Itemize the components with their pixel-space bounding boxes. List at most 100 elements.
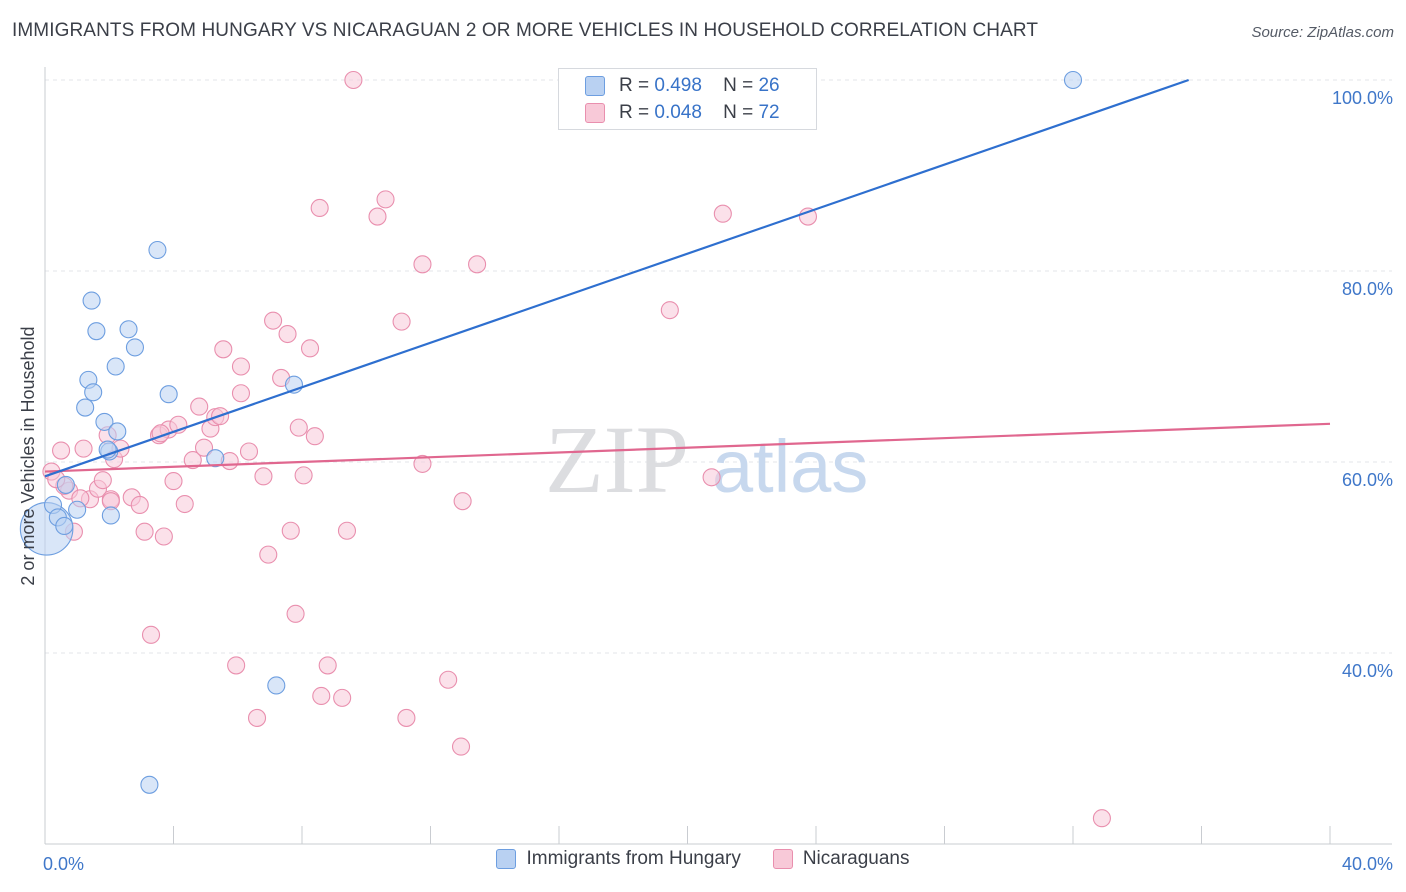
nicaraguans-point [135, 522, 154, 541]
hungary-point [106, 357, 125, 376]
chart-title: IMMIGRANTS FROM HUNGARY VS NICARAGUAN 2 … [12, 20, 1039, 41]
legend-r-value-hungary: 0.498 [654, 75, 702, 96]
nicaraguans-point [52, 441, 71, 460]
nicaraguans-point [702, 468, 721, 487]
hungary-point [140, 775, 159, 794]
x-tick-label: 40.0% [1342, 854, 1393, 874]
hungary-point [267, 676, 286, 695]
nicaraguans-point [183, 451, 202, 470]
legend-item-hungary[interactable]: Immigrants from Hungary [496, 848, 741, 870]
nicaraguans-point [281, 521, 300, 540]
nicaraguans-point [318, 656, 337, 675]
tick-labels: 100.0% 80.0% 60.0% 40.0% 0.0% 40.0% [43, 88, 1393, 874]
hungary-point [119, 320, 138, 339]
nicaraguans-point [231, 384, 251, 403]
legend-n-value-hungary: 26 [758, 75, 780, 96]
legend-n-value-nicaraguans: 72 [758, 102, 780, 123]
nicaraguans-point [286, 604, 305, 623]
y-tick-label: 40.0% [1342, 661, 1393, 681]
hungary-point [108, 422, 127, 441]
nicaraguans-point [289, 418, 308, 437]
legend-r-label: R = [619, 75, 650, 96]
legend-swatch-nicaraguans [772, 849, 793, 869]
hungary-point [56, 475, 75, 494]
nicaraguans-point [333, 688, 352, 707]
nicaraguans-point [259, 545, 278, 564]
hungary-point [84, 383, 103, 402]
nicaraguans-point [130, 495, 149, 515]
nicaraguans-point [278, 324, 297, 344]
axes [44, 67, 1392, 845]
nicaraguans-point [194, 438, 214, 457]
nicaraguans-point [190, 397, 209, 416]
nicaraguans-point [451, 737, 471, 756]
series-hungary [19, 70, 1083, 794]
nicaraguans-point [344, 70, 363, 90]
y-axis-label: 2 or more Vehicles in Household [18, 326, 38, 585]
nicaraguans-point [154, 527, 173, 546]
nicaraguans-point [310, 198, 329, 218]
legend-r-value-nicaraguans: 0.048 [654, 102, 702, 123]
hungary-point [82, 291, 101, 310]
nicaraguans-point [660, 301, 679, 320]
legend-item-nicaraguans[interactable]: Nicaraguans [772, 848, 910, 870]
trend-line-hungary [44, 78, 1190, 478]
hungary-point [76, 398, 95, 417]
nicaraguans-point [141, 625, 161, 644]
nicaraguans-point [294, 466, 313, 485]
nicaraguans-point [74, 439, 93, 458]
nicaraguans-point [264, 311, 283, 330]
y-tick-label: 60.0% [1342, 470, 1393, 490]
legend-swatch-hungary [585, 76, 605, 96]
stats-legend: R = 0.498 N = 26 R = 0.048 N = 72 [558, 68, 817, 130]
nicaraguans-point [376, 190, 395, 209]
trend-line-nicaraguans [44, 422, 1331, 473]
nicaraguans-point [413, 255, 432, 274]
nicaraguans-point [254, 467, 273, 486]
nicaraguans-point [247, 708, 267, 727]
legend-r-label: R = [619, 102, 650, 123]
hungary-point [1063, 70, 1083, 90]
watermark: ZIP atlas [545, 406, 868, 513]
nicaraguans-point [397, 708, 416, 727]
nicaraguans-point [392, 312, 411, 331]
nicaraguans-point [368, 207, 387, 226]
hungary-point [87, 322, 106, 341]
nicaraguans-point [1092, 809, 1111, 828]
legend-swatch-hungary [496, 849, 517, 869]
legend-label-nicaraguans: Nicaraguans [802, 848, 910, 869]
hungary-point [55, 516, 74, 536]
nicaraguans-point [175, 494, 194, 514]
hungary-point [95, 412, 114, 431]
nicaraguans-point [413, 454, 432, 473]
series-legend: Immigrants from Hungary Nicaraguans [0, 848, 1406, 870]
nicaraguans-point [439, 670, 458, 689]
legend-n-label: N = [723, 75, 754, 96]
hungary-point [159, 385, 178, 404]
nicaraguans-point [300, 339, 320, 358]
nicaraguans-point [312, 686, 331, 706]
nicaraguans-point [93, 471, 112, 490]
nicaraguans-point [713, 204, 732, 223]
nicaraguans-point [468, 255, 487, 274]
nicaraguans-point [453, 492, 472, 511]
legend-swatch-nicaraguans [585, 103, 605, 123]
nicaraguans-point [337, 521, 357, 540]
y-tick-label: 100.0% [1332, 88, 1393, 108]
trend-lines [44, 78, 1331, 478]
nicaraguans-point [164, 472, 183, 491]
legend-n-label: N = [723, 102, 754, 123]
hungary-point [101, 506, 120, 525]
hungary-point [148, 240, 167, 260]
nicaraguans-point [305, 427, 324, 446]
hungary-point [68, 500, 87, 519]
watermark-atlas: atlas [712, 425, 868, 508]
nicaraguans-point [227, 656, 246, 675]
hungary-point [125, 338, 144, 357]
x-tick-label: 0.0% [43, 854, 84, 874]
source-label: Source: ZipAtlas.com [1251, 24, 1394, 41]
watermark-zip: ZIP [545, 406, 689, 513]
nicaraguans-point [214, 340, 233, 359]
hungary-point [206, 449, 225, 468]
